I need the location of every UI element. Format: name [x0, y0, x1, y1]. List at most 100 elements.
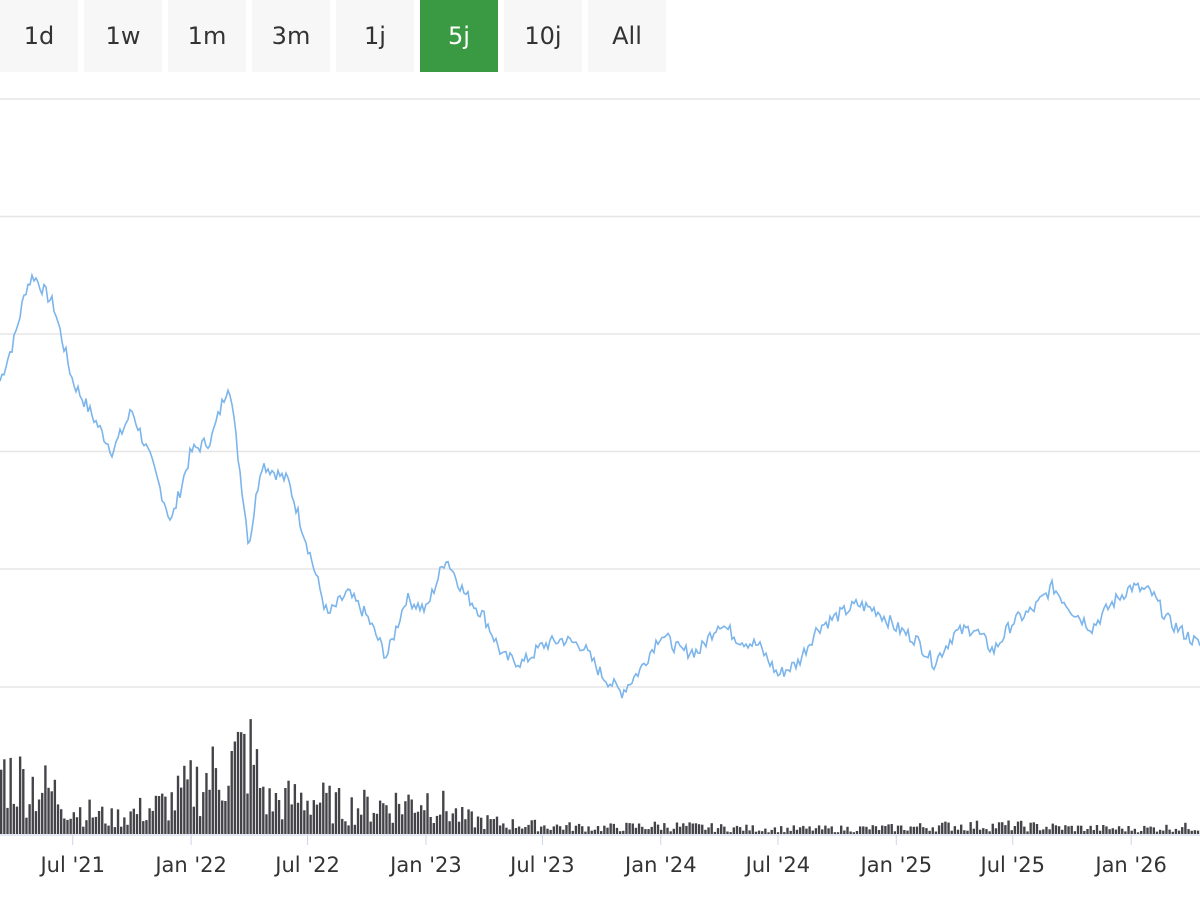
volume-bar: [517, 826, 521, 834]
range-button-10j[interactable]: 10j: [504, 0, 582, 72]
volume-bar: [322, 782, 325, 834]
volume-bar: [161, 793, 164, 834]
volume-bar: [751, 825, 754, 834]
volume-bar: [1067, 826, 1070, 834]
volume-bar: [82, 826, 85, 834]
volume-bar: [426, 793, 429, 834]
volume-bar: [663, 823, 666, 834]
volume-bar: [353, 824, 357, 834]
range-selector: 1d 1w 1m 3m 1j 5j 10j All: [0, 0, 672, 72]
volume-bar: [344, 821, 347, 834]
volume-bar: [827, 828, 830, 834]
volume-bar: [555, 824, 559, 834]
volume-bar: [94, 816, 98, 834]
volume-bar: [682, 823, 685, 834]
volume-bar: [780, 826, 783, 834]
volume-bar: [113, 827, 117, 834]
volume-bar: [985, 829, 988, 834]
volume-bar: [656, 824, 660, 834]
volume-bar: [577, 823, 581, 834]
volume-bar: [1032, 822, 1035, 834]
volume-bar: [697, 824, 701, 834]
volume-bar: [811, 830, 814, 834]
volume-bar: [60, 809, 63, 834]
volume-bar: [97, 811, 101, 834]
volume-bar: [931, 827, 934, 834]
volume-bar: [151, 810, 154, 834]
volume-bar: [170, 792, 173, 834]
range-button-3m[interactable]: 3m: [252, 0, 330, 72]
volume-bar: [1117, 826, 1121, 834]
range-button-5j[interactable]: 5j: [420, 0, 498, 72]
volume-bar: [350, 797, 353, 834]
range-button-all[interactable]: All: [588, 0, 666, 72]
volume-bar: [423, 810, 426, 834]
volume-bar: [612, 823, 615, 834]
volume-bar: [1001, 822, 1004, 834]
volume-bar: [868, 829, 871, 834]
volume-bar: [448, 821, 451, 834]
volume-bar: [123, 817, 126, 834]
volume-bar: [1102, 825, 1105, 834]
volume-bar: [1111, 828, 1114, 834]
volume-bar: [963, 830, 966, 834]
volume-bar: [363, 789, 366, 834]
volume-bar: [966, 830, 969, 834]
volume-bar: [761, 831, 764, 834]
volume-bar: [972, 828, 975, 834]
volume-bar: [817, 825, 821, 834]
volume-bar: [1158, 829, 1162, 834]
price-line[interactable]: [0, 272, 1200, 699]
volume-bar: [508, 829, 511, 834]
volume-bar: [221, 800, 224, 834]
volume-bar: [562, 829, 565, 834]
range-button-1m[interactable]: 1m: [168, 0, 246, 72]
volume-bar: [138, 797, 142, 834]
volume-bar: [1127, 826, 1130, 834]
volume-bar: [410, 799, 413, 834]
volume-bar: [596, 826, 600, 834]
volume-bar: [145, 820, 148, 834]
volume-bar: [480, 817, 483, 834]
volume-bar: [375, 813, 379, 834]
volume-bar: [625, 822, 628, 834]
volume-bar: [69, 818, 72, 834]
volume-bar: [849, 831, 852, 834]
volume-bar: [1108, 829, 1111, 834]
volume-bar: [1073, 831, 1077, 834]
range-button-1d[interactable]: 1d: [0, 0, 78, 72]
volume-bar: [476, 816, 480, 834]
volume-bar: [1095, 825, 1099, 834]
volume-bar: [15, 806, 19, 834]
volume-bar: [66, 819, 69, 834]
volume-bar: [104, 823, 107, 834]
volume-bar: [666, 827, 669, 834]
volume-bar: [189, 760, 192, 834]
volume-bar: [1155, 831, 1159, 834]
volume-bar: [331, 823, 334, 834]
volume-bar: [1136, 832, 1140, 834]
volume-bar: [457, 821, 461, 834]
volume-bar: [950, 830, 953, 834]
volume-bar: [1010, 830, 1013, 834]
volume-bar: [726, 831, 729, 834]
volume-bar: [1190, 830, 1193, 834]
volume-bar: [47, 787, 50, 834]
volume-bar: [770, 829, 773, 834]
volume-bar: [44, 765, 47, 834]
volume-bar: [1026, 831, 1029, 834]
volume-bar: [356, 808, 360, 834]
volume-bar: [792, 825, 795, 834]
volume-bar: [72, 812, 75, 834]
volume-bar: [742, 830, 745, 834]
volume-bar: [1016, 821, 1020, 834]
volume-bar: [956, 829, 960, 834]
volume-bar: [606, 827, 609, 834]
range-button-1w[interactable]: 1w: [84, 0, 162, 72]
volume-bar: [552, 826, 555, 834]
volume-bar: [296, 802, 300, 834]
range-button-1j[interactable]: 1j: [336, 0, 414, 72]
volume-bar: [53, 779, 57, 834]
volume-bar: [416, 811, 420, 834]
volume-bar: [1080, 825, 1083, 834]
